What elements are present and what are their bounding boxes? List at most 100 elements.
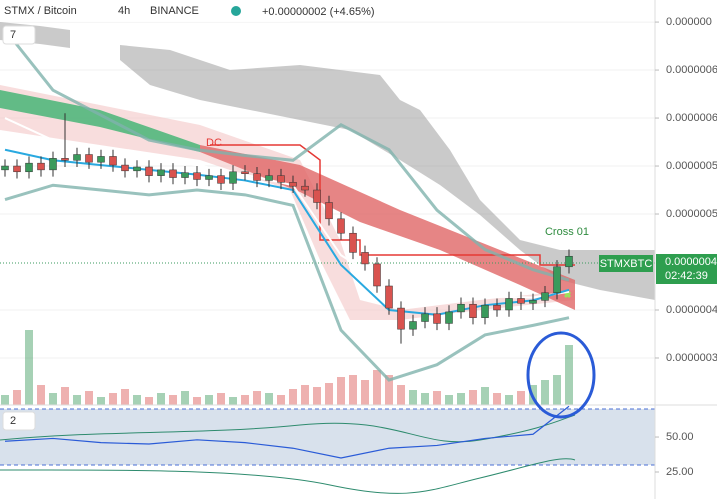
candle-body bbox=[409, 321, 417, 330]
candle-body bbox=[493, 304, 501, 311]
volume-bar bbox=[97, 397, 105, 405]
volume-bar bbox=[169, 395, 177, 405]
candle-body bbox=[481, 304, 489, 318]
y-tick-label: 0.000000 bbox=[666, 16, 712, 28]
volume-bar bbox=[109, 393, 117, 405]
y-tick-label: 0.0000006 bbox=[666, 64, 717, 76]
candle-body bbox=[397, 307, 405, 330]
candle-body bbox=[433, 313, 441, 324]
candle-body bbox=[517, 298, 525, 304]
volume-bar bbox=[205, 395, 213, 405]
candle-body bbox=[349, 232, 357, 253]
volume-bar bbox=[553, 375, 561, 405]
candle-body bbox=[85, 154, 93, 163]
toggle-label[interactable]: 7 bbox=[10, 29, 16, 41]
volume-bar bbox=[61, 387, 69, 405]
candle-body bbox=[145, 166, 153, 176]
candle-body bbox=[121, 164, 129, 172]
candle-body bbox=[385, 285, 393, 309]
candle-body bbox=[169, 169, 177, 178]
volume-bar bbox=[229, 397, 237, 405]
title: STMX / Bitcoin bbox=[4, 5, 77, 17]
volume-bar bbox=[157, 393, 165, 405]
candle-body bbox=[217, 175, 225, 184]
y-tick-label: 0.0000005 bbox=[666, 208, 717, 220]
candle-body bbox=[337, 218, 345, 234]
volume-bar bbox=[241, 395, 249, 405]
candle-body bbox=[109, 156, 117, 166]
volume-bar bbox=[397, 385, 405, 405]
candle-body bbox=[469, 303, 477, 318]
toggle[interactable] bbox=[2, 25, 36, 45]
candle-body bbox=[505, 298, 513, 311]
rsi-bb bbox=[0, 458, 576, 494]
y-tick-label: 0.0000003 bbox=[666, 352, 717, 364]
volume-bar bbox=[337, 377, 345, 405]
volume-bar bbox=[457, 393, 465, 405]
candle-body bbox=[313, 189, 321, 203]
candle-body bbox=[49, 158, 57, 171]
green-ribbon bbox=[0, 90, 200, 152]
y-tick-label: 0.0000005 bbox=[666, 160, 717, 172]
candle-body bbox=[373, 263, 381, 287]
countdown: 02:42:39 bbox=[665, 270, 708, 282]
volume-bar bbox=[433, 391, 441, 405]
volume-bar bbox=[373, 370, 381, 405]
candle-body bbox=[445, 311, 453, 324]
volume-bar bbox=[49, 393, 57, 405]
volume-bar bbox=[181, 391, 189, 405]
volume-bar bbox=[481, 387, 489, 405]
annotation: Cross 01 bbox=[545, 226, 589, 238]
volume-bar bbox=[73, 395, 81, 405]
volume-bar bbox=[1, 395, 9, 405]
volume-bar bbox=[541, 380, 549, 405]
volume-bar bbox=[445, 395, 453, 405]
candle-body bbox=[253, 173, 261, 181]
volume-bar bbox=[313, 387, 321, 405]
volume-bar bbox=[145, 397, 153, 405]
y-tick-label: 50.00 bbox=[666, 431, 694, 443]
candle-body bbox=[73, 154, 81, 161]
annotation: DC bbox=[206, 137, 222, 149]
volume-bar bbox=[265, 393, 273, 405]
volume-bar bbox=[361, 380, 369, 405]
volume-bar bbox=[469, 390, 477, 405]
status-dot bbox=[231, 6, 241, 16]
volume-bar bbox=[289, 389, 297, 405]
volume-bar bbox=[85, 391, 93, 405]
y-tick-label: 0.0000006 bbox=[666, 112, 717, 124]
candle-body bbox=[37, 162, 45, 171]
candle-body bbox=[1, 165, 9, 171]
header-bg bbox=[0, 0, 290, 22]
candle-body bbox=[181, 172, 189, 178]
exchange: BINANCE bbox=[150, 5, 199, 17]
change: +0.00000002 (+4.65%) bbox=[262, 6, 375, 18]
volume-bar bbox=[421, 393, 429, 405]
toggle[interactable] bbox=[2, 411, 36, 431]
rsi-bb bbox=[0, 414, 576, 443]
toggle-label[interactable]: 2 bbox=[10, 415, 16, 427]
volume-bar bbox=[385, 375, 393, 405]
candle-body bbox=[541, 292, 549, 301]
candle-body bbox=[565, 255, 573, 268]
pink-band bbox=[0, 85, 575, 320]
candle-body bbox=[421, 313, 429, 322]
volume-bar bbox=[325, 383, 333, 405]
volume-bar bbox=[301, 385, 309, 405]
candle-body bbox=[25, 162, 33, 173]
candle-body bbox=[193, 172, 201, 180]
volume-bar bbox=[13, 390, 21, 405]
candle-body bbox=[277, 175, 285, 183]
volume-bar bbox=[193, 397, 201, 405]
volume-bar bbox=[121, 389, 129, 405]
price-tag: 0.0000004 bbox=[665, 256, 717, 268]
y-tick-label: 0.0000004 bbox=[666, 304, 717, 316]
volume-bar bbox=[25, 330, 33, 405]
price-tag-bg bbox=[656, 254, 717, 284]
volume-bar bbox=[565, 345, 573, 405]
candle-body bbox=[289, 182, 297, 187]
cloud bbox=[120, 45, 655, 300]
candle-body bbox=[157, 169, 165, 176]
candle-body bbox=[265, 175, 273, 181]
